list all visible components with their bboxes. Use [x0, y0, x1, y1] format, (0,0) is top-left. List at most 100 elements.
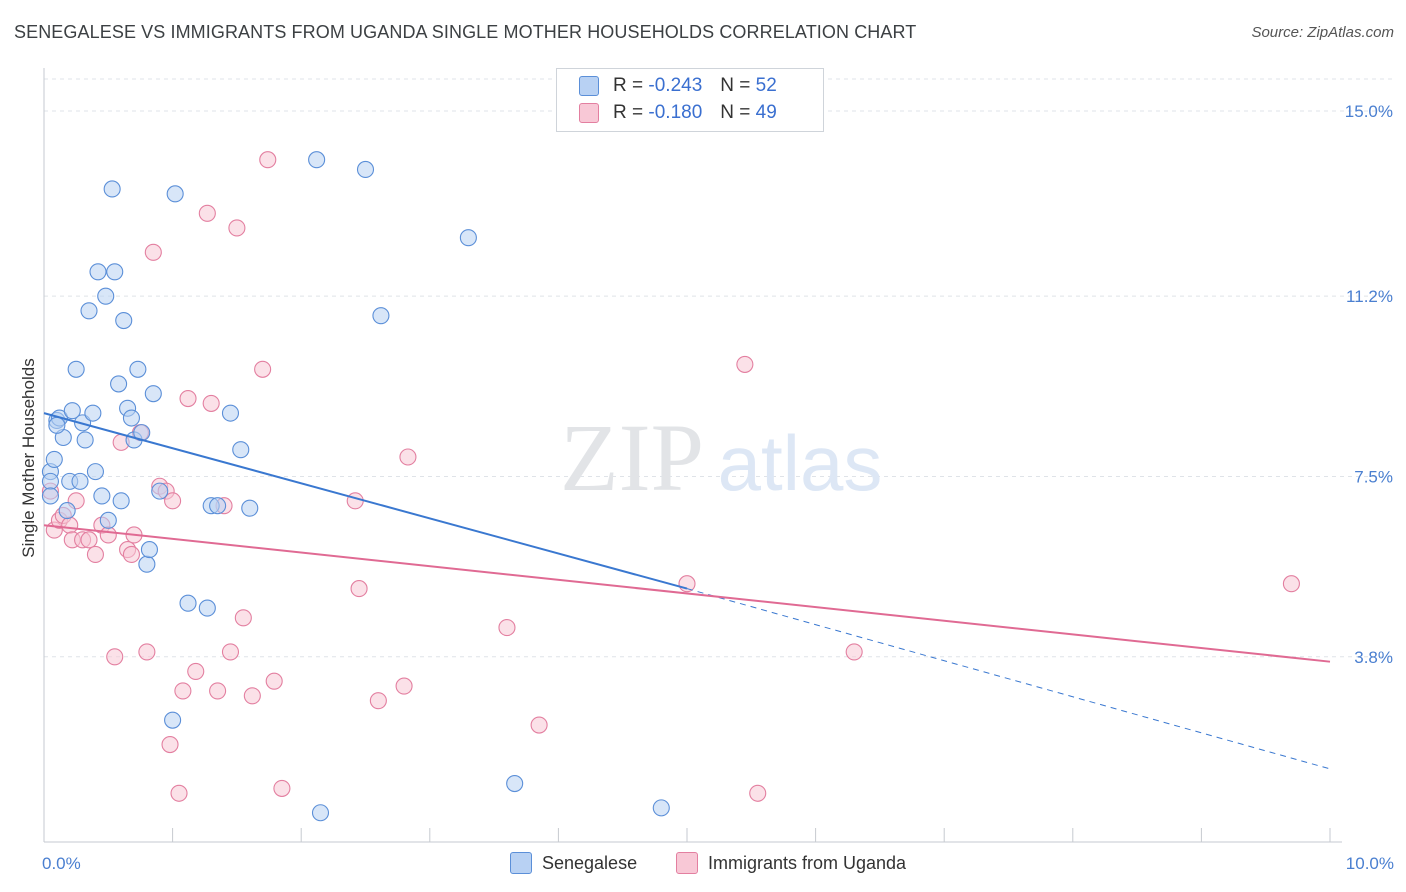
- data-point: [350, 580, 368, 598]
- series-senegalese-points: [41, 151, 670, 822]
- data-point: [243, 687, 261, 705]
- trend-lines: [43, 412, 1331, 770]
- y-tick-label: 11.2%: [1346, 287, 1393, 306]
- data-point: [356, 160, 375, 179]
- data-point: [71, 472, 89, 490]
- data-point: [144, 243, 162, 261]
- data-point: [164, 492, 182, 510]
- legend-n-value: 49: [755, 102, 777, 123]
- data-point: [652, 799, 670, 817]
- data-point: [129, 360, 147, 378]
- data-point: [61, 516, 79, 534]
- data-point: [110, 375, 128, 393]
- data-point: [99, 511, 117, 529]
- legend-swatch-uganda: [579, 103, 599, 123]
- x-tick-label: 0.0%: [42, 854, 81, 873]
- data-point: [138, 555, 156, 573]
- x-tick-label: 10.0%: [1346, 854, 1394, 873]
- data-point: [198, 204, 216, 222]
- data-point: [845, 643, 863, 661]
- legend-swatch-senegalese: [579, 76, 599, 96]
- data-point: [209, 682, 227, 700]
- data-point: [93, 487, 111, 505]
- data-point: [58, 502, 76, 520]
- data-point: [112, 492, 130, 510]
- data-point: [273, 779, 291, 797]
- legend-n-value: 52: [755, 75, 777, 96]
- chart-title: SENEGALESE VS IMMIGRANTS FROM UGANDA SIN…: [14, 22, 917, 42]
- data-point: [86, 463, 104, 481]
- data-point: [76, 431, 94, 449]
- data-point: [221, 404, 240, 422]
- data-point: [254, 360, 272, 378]
- legend-n-label: N =: [720, 102, 751, 123]
- data-point: [140, 541, 159, 559]
- data-point: [179, 389, 197, 408]
- data-point: [166, 185, 184, 203]
- data-point: [749, 784, 767, 802]
- data-point: [80, 302, 98, 320]
- legend-r-value: -0.243: [648, 75, 703, 96]
- legend-row-uganda: R = -0.180 N = 49: [579, 100, 777, 126]
- legend-n-label: N =: [720, 75, 751, 96]
- trend-line-uganda: [43, 524, 1331, 663]
- data-point: [99, 526, 117, 544]
- data-point: [89, 263, 107, 281]
- y-tick-label: 3.8%: [1354, 648, 1393, 667]
- data-point: [48, 416, 66, 434]
- data-point: [265, 672, 283, 690]
- data-point: [106, 263, 124, 281]
- data-point: [138, 643, 156, 661]
- bottom-legend-label-senegalese: Senegalese: [542, 852, 638, 873]
- watermark-zip: ZIP: [560, 404, 704, 511]
- data-point: [106, 648, 124, 666]
- data-point: [372, 307, 390, 325]
- data-point: [164, 711, 182, 729]
- data-point: [144, 385, 162, 403]
- data-point: [80, 531, 98, 549]
- data-point: [346, 492, 364, 510]
- data-point: [122, 545, 140, 564]
- data-point: [241, 499, 259, 517]
- data-point: [179, 594, 197, 612]
- axes: [43, 68, 1342, 843]
- data-point: [311, 804, 330, 822]
- data-point: [209, 497, 227, 515]
- data-point: [103, 180, 121, 198]
- data-point: [399, 448, 417, 466]
- bottom-legend-swatch-uganda: [676, 852, 698, 874]
- data-point: [41, 472, 59, 490]
- data-point: [161, 735, 179, 754]
- legend-r-label: R =: [613, 75, 644, 96]
- data-point: [369, 692, 387, 710]
- trend-line-senegalese-extension: [686, 588, 1331, 770]
- data-point: [86, 545, 104, 564]
- chart-source: Source: ZipAtlas.com: [1251, 24, 1394, 41]
- data-point: [198, 599, 216, 617]
- data-point: [63, 402, 81, 420]
- data-point: [459, 229, 477, 247]
- data-point: [202, 394, 220, 412]
- data-point: [259, 151, 277, 169]
- data-point: [228, 219, 246, 237]
- stats-legend: R = -0.243 N = 52 R = -0.180 N = 49: [556, 68, 824, 132]
- data-point: [170, 784, 188, 802]
- bottom-legend-uganda: Immigrants from Uganda: [676, 852, 906, 874]
- watermark-atlas: atlas: [718, 419, 883, 507]
- data-point: [736, 355, 754, 373]
- data-point: [530, 716, 548, 734]
- legend-row-senegalese: R = -0.243 N = 52: [579, 73, 777, 99]
- legend-r-label: R =: [613, 102, 644, 123]
- gridlines: [44, 78, 1392, 658]
- data-point: [151, 482, 169, 500]
- y-tick-label: 7.5%: [1354, 467, 1393, 486]
- data-point: [45, 450, 63, 468]
- data-point: [308, 151, 326, 169]
- data-point: [221, 643, 240, 661]
- trend-line-senegalese: [43, 412, 688, 590]
- bottom-legend-senegalese: Senegalese: [510, 852, 637, 874]
- data-point: [234, 609, 252, 627]
- tick-labels: 3.8% 7.5% 11.2% 15.0% 0.0% 10.0%: [42, 102, 1394, 873]
- data-point: [97, 287, 115, 305]
